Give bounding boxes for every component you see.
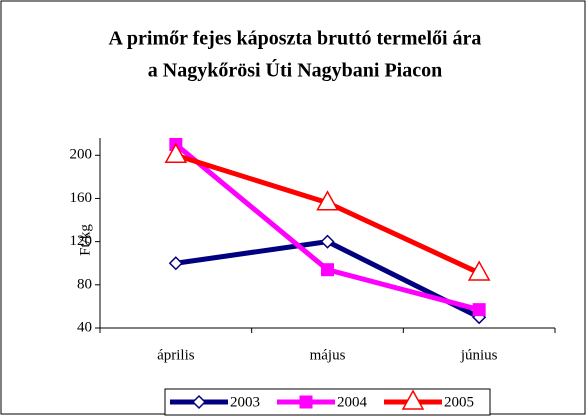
x-tick-label: május <box>310 347 346 363</box>
y-tick-label: 160 <box>70 190 93 206</box>
y-tick-label: 40 <box>77 319 92 335</box>
legend-marker <box>191 394 207 410</box>
data-point <box>467 260 491 281</box>
legend-label: 2005 <box>444 394 474 410</box>
data-point <box>168 256 183 271</box>
x-tick-label: június <box>460 347 498 363</box>
chart-title: A primőr fejes káposzta bruttó termelői … <box>109 28 482 50</box>
y-tick-label: 120 <box>70 233 93 249</box>
x-tick-label: április <box>157 347 195 363</box>
y-axis-label: Ft/kg <box>77 224 93 256</box>
data-point <box>316 190 339 211</box>
chart-title: a Nagykőrösi Úti Nagybani Piacon <box>148 58 442 82</box>
y-tick-label: 80 <box>77 276 92 292</box>
legend-marker <box>401 389 425 410</box>
data-point <box>320 234 335 249</box>
data-point <box>321 263 334 277</box>
legend-label: 2003 <box>230 394 260 410</box>
data-point <box>472 303 486 317</box>
legend-marker <box>299 395 313 409</box>
y-tick-label: 200 <box>70 147 93 163</box>
legend-label: 2004 <box>337 394 368 410</box>
data-point <box>164 142 188 164</box>
